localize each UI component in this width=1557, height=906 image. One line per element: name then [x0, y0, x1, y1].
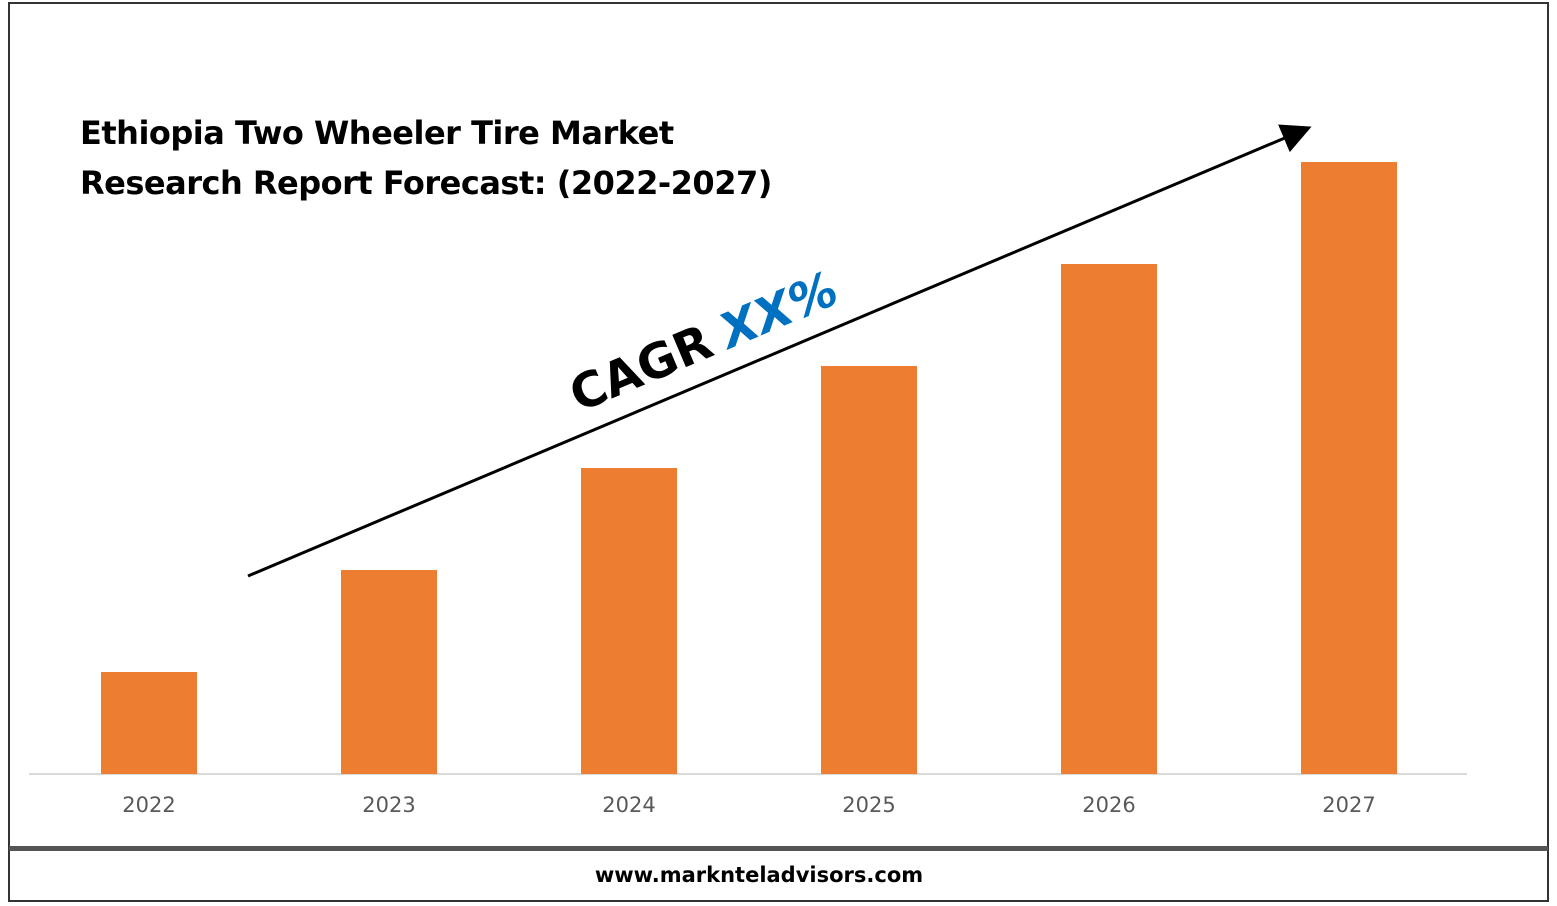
cagr-label: CAGR	[562, 314, 721, 423]
cagr-value: XX%	[709, 261, 846, 361]
x-tick-label: 2027	[1322, 793, 1375, 817]
bar	[821, 366, 917, 774]
bar	[1301, 162, 1397, 774]
source: www.marknteladvisors.com	[595, 863, 923, 887]
trend-arrow	[247, 124, 1312, 578]
x-tick-label: 2023	[362, 793, 415, 817]
bar	[341, 570, 437, 774]
x-tick-label: 2025	[842, 793, 895, 817]
x-tick-label: 2024	[602, 793, 655, 817]
bar	[1061, 264, 1157, 774]
bar	[581, 468, 677, 774]
bar	[101, 672, 197, 774]
footer-rule	[9, 846, 1548, 851]
x-tick-label: 2022	[122, 793, 175, 817]
chart-title: Ethiopia Two Wheeler Tire Market Researc…	[80, 114, 772, 202]
frame	[8, 2, 1549, 902]
x-tick-label: 2026	[1082, 793, 1135, 817]
